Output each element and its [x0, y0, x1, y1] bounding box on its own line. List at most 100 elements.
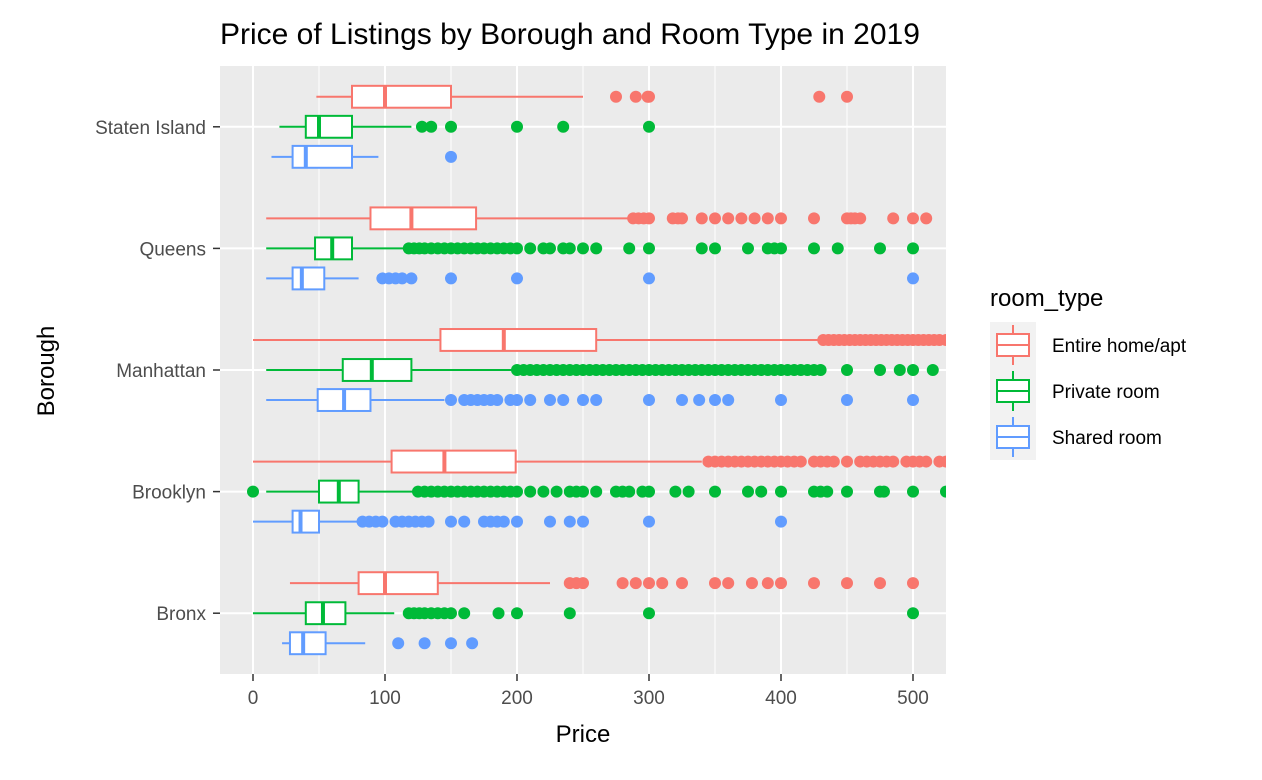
outlier-point [676, 577, 688, 590]
outlier-point [695, 242, 708, 255]
legend: room_type Entire home/apt Private room Sha… [990, 285, 1187, 460]
box-group [266, 266, 919, 291]
outlier-point [907, 394, 919, 407]
outlier-point [761, 577, 774, 590]
outlier-point [563, 242, 576, 255]
outlier-point [577, 485, 589, 498]
outlier-point [877, 485, 890, 498]
outlier-point [907, 364, 919, 376]
outlier-point [775, 394, 787, 407]
outlier-point [492, 607, 505, 620]
outlier-point [392, 637, 405, 650]
outlier-point [940, 455, 946, 468]
outlier-point [445, 607, 457, 620]
outlier-point [893, 364, 906, 376]
outlier-point [693, 394, 706, 407]
x-tick-label: 200 [501, 688, 533, 709]
outlier-point [445, 394, 457, 407]
outlier-point [735, 212, 748, 225]
y-tick-label: Brooklyn [132, 483, 206, 504]
y-tick-label: Queens [139, 239, 206, 260]
outlier-point [577, 242, 589, 255]
outlier-point [445, 120, 457, 133]
box-iqr [291, 266, 326, 291]
outlier-point [623, 242, 636, 255]
outlier-point [643, 607, 655, 620]
outlier-point [610, 90, 622, 103]
x-axis-title: Price [556, 721, 611, 748]
outlier-point [841, 455, 853, 468]
outlier-point [445, 150, 457, 163]
outlier-point [907, 485, 919, 498]
outlier-point [808, 577, 820, 590]
outlier-point [709, 212, 721, 225]
outlier-point [775, 577, 787, 590]
box-iqr [291, 509, 321, 534]
box-group [266, 358, 939, 382]
outlier-point [841, 394, 853, 407]
outlier-point [940, 485, 946, 498]
box-iqr [390, 449, 517, 474]
outlier-point [709, 577, 721, 590]
outlier-point [742, 485, 754, 498]
legend-title: room_type [990, 285, 1103, 312]
outlier-point [544, 242, 556, 255]
outlier-point [841, 577, 853, 590]
x-tick-label: 500 [897, 688, 929, 709]
outlier-point [920, 212, 933, 225]
outlier-point [907, 577, 919, 590]
outlier-point [577, 577, 589, 590]
box-group [271, 144, 457, 169]
outlier-point [643, 577, 655, 590]
outlier-point [537, 485, 550, 498]
outlier-point [497, 515, 510, 528]
outlier-point [742, 242, 754, 255]
box-iqr [288, 631, 327, 656]
chart-title: Price of Listings by Borough and Room Ty… [220, 18, 920, 51]
outlier-point [405, 272, 418, 285]
outlier-point [794, 455, 807, 468]
outlier-point [874, 577, 886, 590]
box-group [253, 509, 787, 534]
box-group [247, 479, 946, 504]
box-iqr [304, 601, 347, 626]
outlier-point [458, 607, 471, 620]
outlier-point [722, 577, 735, 590]
outlier-point [511, 394, 523, 407]
outlier-point [808, 212, 820, 225]
outlier-point [376, 515, 389, 528]
outlier-point [907, 212, 919, 225]
outlier-point [247, 485, 259, 498]
outlier-point [775, 515, 787, 528]
outlier-point [491, 394, 504, 407]
outlier-point [577, 394, 589, 407]
box-group [279, 114, 655, 139]
outlier-point [396, 272, 409, 285]
outlier-point [511, 607, 523, 620]
outlier-point [920, 455, 933, 468]
x-tick-label: 0 [248, 688, 259, 709]
outlier-point [775, 242, 787, 255]
outlier-point [709, 242, 721, 255]
outlier-point [590, 242, 603, 255]
outlier-point [841, 364, 853, 376]
outlier-point [557, 394, 570, 407]
outlier-point [422, 515, 435, 528]
y-axis-title: Borough [33, 326, 60, 417]
outlier-point [643, 394, 655, 407]
outlier-point [445, 637, 457, 650]
outlier-point [821, 485, 834, 498]
outlier-point [775, 485, 787, 498]
legend-label: Shared room [1052, 428, 1162, 449]
outlier-point [616, 577, 629, 590]
outlier-point [643, 90, 655, 103]
legend-label: Entire home/apt [1052, 336, 1187, 357]
box-iqr [439, 328, 598, 352]
box-group [253, 601, 919, 626]
outlier-point [887, 212, 900, 225]
box-group [266, 388, 919, 412]
box-group [289, 571, 919, 596]
outlier-point [643, 485, 655, 498]
box-iqr [291, 144, 354, 169]
